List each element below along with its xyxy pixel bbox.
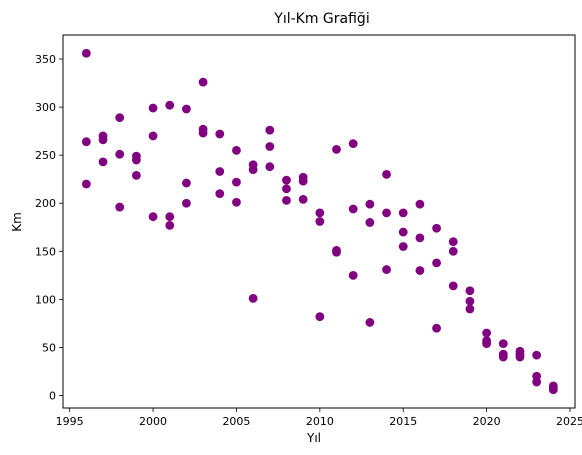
- data-point: [482, 339, 492, 348]
- data-point: [398, 208, 408, 218]
- data-point: [182, 104, 191, 114]
- data-point: [532, 350, 542, 360]
- data-point: [448, 237, 458, 247]
- y-tick-label: 0: [49, 390, 56, 403]
- y-tick-label: 350: [35, 53, 56, 66]
- data-point: [415, 266, 425, 275]
- data-point: [382, 208, 391, 218]
- x-tick-label: 2025: [556, 415, 582, 428]
- data-point: [165, 220, 175, 230]
- data-point: [131, 155, 141, 165]
- data-point: [315, 208, 325, 218]
- data-point: [265, 162, 275, 172]
- data-point: [365, 199, 375, 209]
- data-point: [382, 265, 391, 274]
- data-point: [198, 128, 208, 138]
- data-point: [415, 199, 425, 209]
- data-point: [182, 178, 191, 188]
- data-point: [298, 194, 308, 204]
- data-point: [81, 179, 91, 189]
- chart-title: Yıl-Km Grafiği: [273, 11, 369, 27]
- data-point: [482, 328, 492, 338]
- data-point: [465, 304, 475, 314]
- y-tick-label: 300: [35, 101, 56, 114]
- data-point: [365, 218, 375, 227]
- data-point: [498, 339, 508, 348]
- data-point: [115, 149, 125, 159]
- data-point: [81, 48, 91, 58]
- data-point: [498, 352, 508, 362]
- data-point: [232, 197, 241, 207]
- y-tick-label: 250: [35, 149, 56, 162]
- data-point: [215, 129, 225, 139]
- data-point: [532, 377, 542, 387]
- x-tick-label: 2015: [389, 415, 417, 428]
- data-point: [165, 212, 175, 222]
- data-point: [348, 139, 358, 149]
- data-point: [432, 258, 441, 268]
- data-point: [515, 352, 525, 362]
- data-point: [465, 296, 475, 306]
- data-point: [165, 100, 175, 110]
- data-point: [282, 175, 291, 185]
- data-point: [448, 281, 458, 291]
- data-point: [131, 170, 141, 180]
- x-tick-label: 2020: [473, 415, 501, 428]
- data-point: [248, 294, 258, 303]
- axes-frame: [62, 34, 576, 409]
- x-axis-ticks: 1995 2000 2005 2010 2015 2020 2025: [56, 408, 582, 428]
- data-point: [148, 103, 158, 113]
- data-point: [98, 157, 108, 167]
- data-point: [265, 142, 275, 151]
- data-point: [282, 195, 291, 205]
- data-point: [98, 135, 108, 145]
- data-point: [198, 77, 208, 87]
- data-point: [282, 184, 291, 194]
- data-point: [432, 323, 441, 333]
- x-tick-label: 2000: [139, 415, 167, 428]
- data-point: [432, 223, 441, 233]
- x-axis-label: Yıl: [306, 431, 321, 445]
- data-point: [215, 189, 225, 199]
- data-point: [465, 286, 475, 296]
- data-point: [298, 176, 308, 186]
- data-point: [148, 212, 158, 222]
- x-tick-label: 2010: [306, 415, 334, 428]
- data-point: [115, 113, 125, 123]
- y-axis-ticks: 0 50 100 150 200 250 300 350: [35, 53, 63, 403]
- data-point: [448, 246, 458, 256]
- data-point: [548, 385, 558, 395]
- data-point: [148, 131, 158, 141]
- data-point: [115, 202, 125, 212]
- y-tick-label: 100: [35, 293, 56, 306]
- data-point: [348, 270, 358, 280]
- data-point: [398, 227, 408, 237]
- x-tick-label: 2005: [222, 415, 250, 428]
- data-point: [415, 233, 425, 243]
- data-point: [248, 165, 258, 174]
- x-tick-label: 1995: [56, 415, 84, 428]
- data-point: [265, 125, 275, 135]
- data-point: [232, 145, 241, 155]
- data-point: [365, 318, 375, 327]
- y-axis-label: Km: [10, 212, 24, 232]
- data-point: [81, 137, 91, 147]
- data-point: [398, 242, 408, 251]
- data-point: [232, 177, 241, 187]
- data-point: [332, 247, 341, 257]
- y-tick-label: 150: [35, 245, 56, 258]
- data-point: [382, 169, 391, 179]
- y-tick-label: 50: [42, 341, 56, 354]
- data-point: [315, 217, 325, 226]
- y-tick-label: 200: [35, 197, 56, 210]
- plot-area: 1995 2000 2005 2010 2015 2020 2025 0 50 100 150 20…: [35, 34, 582, 428]
- data-point: [215, 167, 225, 176]
- data-points: [81, 48, 558, 395]
- data-point: [182, 198, 191, 208]
- data-point: [348, 204, 358, 214]
- data-point: [315, 312, 325, 322]
- data-point: [332, 145, 341, 154]
